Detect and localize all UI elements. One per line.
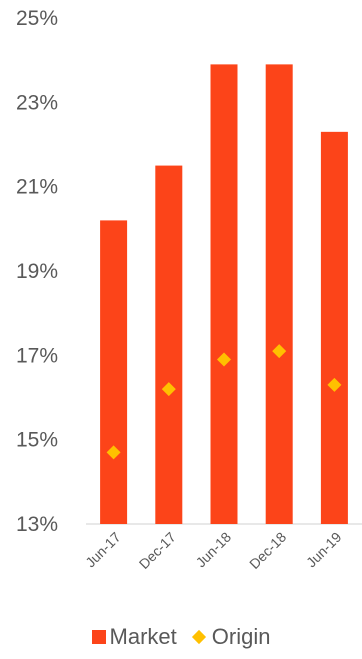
x-category-label: Jun-19: [303, 529, 345, 571]
market-bar: [155, 165, 183, 525]
y-axis-labels: 13% 15% 17% 19% 21% 23% 25%: [16, 7, 58, 536]
origin-marker: [217, 352, 231, 367]
market-bars: [100, 64, 348, 525]
origin-markers: [106, 344, 342, 460]
legend-label-origin: Origin: [211, 624, 271, 649]
y-tick-label: 13%: [16, 513, 58, 536]
x-category-label: Dec-18: [246, 529, 289, 572]
legend-swatch-market: [91, 630, 106, 644]
market-bar: [210, 64, 238, 524]
origin-marker: [272, 344, 287, 359]
legend-swatch-origin: [191, 629, 206, 645]
y-tick-label: 23%: [16, 91, 58, 114]
legend-label-market: Market: [109, 624, 177, 649]
origin-marker: [327, 377, 342, 392]
origin-marker: [106, 445, 121, 460]
y-tick-label: 19%: [16, 260, 58, 283]
market-bar: [265, 64, 293, 524]
x-category-label: Jun-17: [82, 529, 124, 571]
legend-item-market: Market: [91, 624, 177, 650]
legend: Market Origin: [0, 624, 362, 650]
y-tick-label: 25%: [16, 7, 58, 30]
y-tick-label: 15%: [16, 429, 58, 452]
origin-marker: [161, 382, 176, 397]
market-bar: [100, 220, 128, 524]
x-category-label: Dec-17: [136, 529, 179, 572]
x-category-label: Jun-18: [193, 529, 235, 571]
y-tick-label: 17%: [16, 344, 58, 367]
x-axis-labels: Jun-17 Dec-17 Jun-18 Dec-18 Jun-19: [82, 529, 345, 572]
legend-item-origin: Origin: [191, 624, 271, 650]
market-bar: [320, 131, 348, 524]
y-tick-label: 21%: [16, 176, 58, 199]
